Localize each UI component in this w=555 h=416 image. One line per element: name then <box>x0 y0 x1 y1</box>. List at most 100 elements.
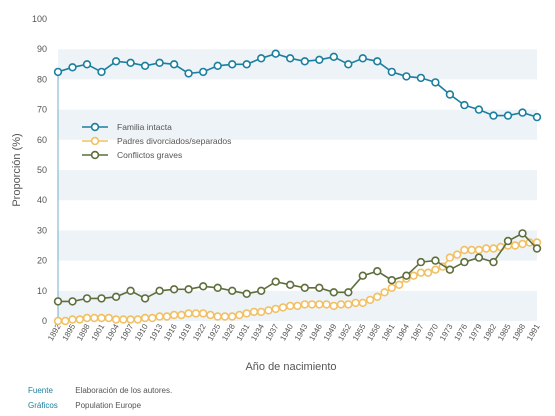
data-point <box>191 309 201 318</box>
data-point <box>387 67 396 77</box>
data-point <box>344 60 353 69</box>
data-point <box>68 63 77 72</box>
data-point <box>140 61 150 71</box>
y-tick-label: 20 <box>37 256 47 266</box>
x-tick-label: 1967 <box>409 322 426 342</box>
legend-label: Familia intacta <box>117 122 172 132</box>
data-point <box>286 301 295 311</box>
x-tick-label: 1964 <box>394 322 411 342</box>
x-tick-label: 1919 <box>177 322 194 342</box>
data-point <box>373 292 382 301</box>
y-tick-label: 90 <box>37 44 47 54</box>
data-point <box>373 267 382 276</box>
x-tick-label: 1985 <box>496 322 513 342</box>
data-point <box>460 100 469 110</box>
legend-marker <box>90 150 100 160</box>
x-tick-label: 1910 <box>133 322 150 342</box>
data-point <box>53 297 63 306</box>
grid-band <box>58 79 537 110</box>
data-point <box>104 313 114 323</box>
x-tick-label: 1922 <box>191 322 208 342</box>
data-point <box>155 58 164 67</box>
data-point <box>474 245 484 255</box>
data-point <box>402 271 411 280</box>
data-point <box>482 244 491 253</box>
legend-marker <box>90 136 100 146</box>
data-point <box>235 310 244 320</box>
data-point <box>416 268 426 277</box>
legend-label: Conflictos graves <box>117 150 182 160</box>
data-point <box>184 285 193 294</box>
data-point <box>518 229 527 238</box>
data-point <box>119 315 128 324</box>
data-point <box>460 257 469 267</box>
x-tick-label: 1958 <box>365 322 382 342</box>
x-tick-label: 1952 <box>336 322 353 342</box>
data-point <box>431 265 440 274</box>
data-point <box>68 297 77 306</box>
data-point <box>300 300 309 309</box>
data-point <box>358 271 367 280</box>
x-tick-label: 1928 <box>220 322 237 342</box>
x-axis-ticks: 1892189518981901190419071910191319161919… <box>46 322 542 342</box>
y-tick-label: 0 <box>42 316 47 326</box>
data-point <box>126 286 135 295</box>
data-point <box>518 108 527 117</box>
footer-source-label: Fuente <box>28 386 53 395</box>
x-tick-label: 1955 <box>351 322 368 342</box>
data-point <box>336 300 346 309</box>
y-tick-label: 70 <box>37 105 47 115</box>
data-point <box>61 316 70 326</box>
data-point <box>329 301 338 311</box>
data-point <box>177 310 186 320</box>
x-tick-label: 1892 <box>46 322 63 342</box>
x-tick-label: 1976 <box>452 322 469 342</box>
data-point <box>271 304 280 314</box>
y-tick-label: 80 <box>37 74 47 84</box>
x-tick-label: 1988 <box>511 322 528 342</box>
x-tick-label: 1937 <box>264 322 281 342</box>
data-point <box>68 315 77 324</box>
data-point <box>380 288 389 297</box>
x-tick-label: 1925 <box>206 322 223 342</box>
data-point <box>97 313 106 323</box>
data-point <box>126 315 135 324</box>
data-point <box>271 277 280 286</box>
data-point <box>344 300 353 309</box>
data-point <box>409 271 418 280</box>
footer-graphics-label: Gráficos <box>28 401 58 410</box>
data-point <box>532 244 542 253</box>
data-point <box>257 54 266 63</box>
data-point <box>257 286 266 295</box>
data-point <box>199 309 208 318</box>
series-line <box>57 52 538 118</box>
x-tick-label: 1943 <box>293 322 310 342</box>
grid-band <box>58 109 537 140</box>
data-point <box>511 241 520 250</box>
data-point <box>518 239 527 249</box>
data-point <box>329 288 338 297</box>
data-point <box>213 312 222 321</box>
data-point <box>344 288 353 297</box>
data-point <box>293 301 302 311</box>
data-point <box>329 52 338 61</box>
x-tick-label: 1982 <box>481 322 498 342</box>
footer-source-value: Elaboración de los autores. <box>75 386 173 395</box>
y-tick-label: 100 <box>32 14 47 24</box>
x-tick-label: 1901 <box>90 322 107 342</box>
data-point <box>474 253 484 262</box>
grid-band <box>58 19 537 50</box>
legend-marker <box>90 122 100 132</box>
data-point <box>315 300 324 309</box>
data-point <box>460 245 469 255</box>
data-point <box>322 300 331 309</box>
x-tick-label: 1913 <box>148 322 165 342</box>
data-point <box>169 310 179 320</box>
data-point <box>286 280 295 289</box>
data-point <box>373 57 382 66</box>
data-point <box>82 294 92 303</box>
x-tick-label: 1946 <box>307 322 324 342</box>
footer-source: Fuente Elaboración de los autores. <box>28 386 172 395</box>
data-point <box>220 312 230 321</box>
data-point <box>300 57 309 66</box>
